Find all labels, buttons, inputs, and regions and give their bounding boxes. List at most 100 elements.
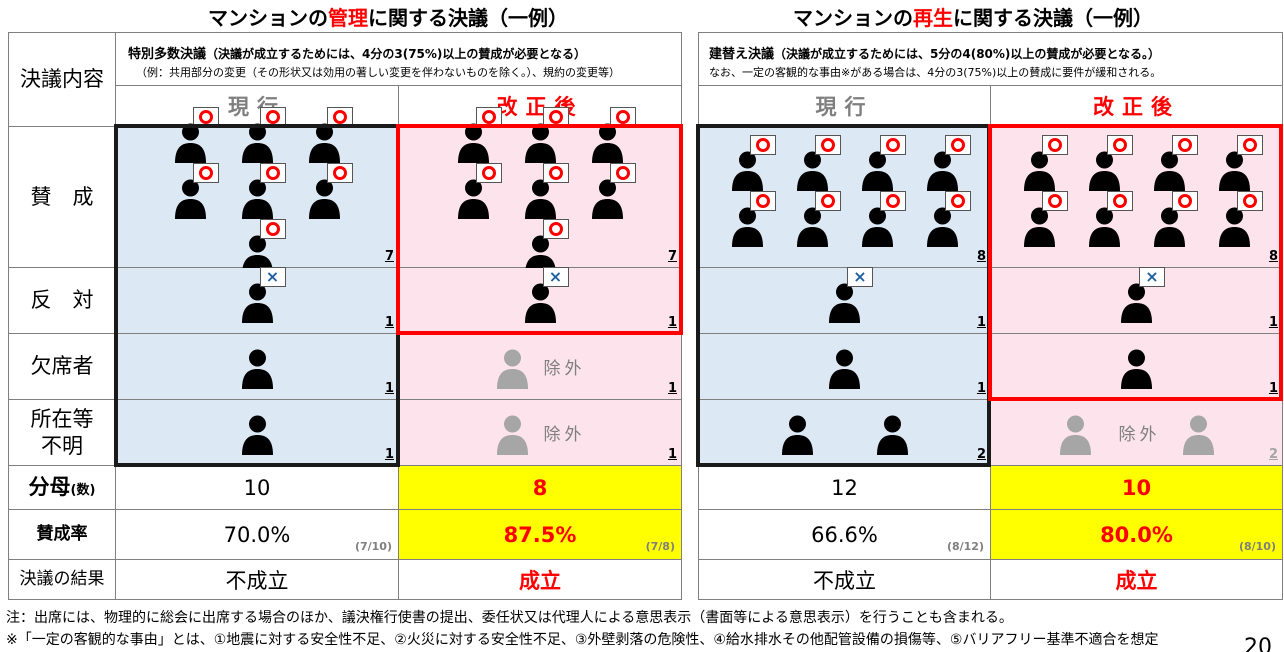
- oppose-cross-icon: ×: [259, 266, 286, 287]
- approve-circle-icon: [542, 163, 569, 183]
- circle-mark: [1047, 194, 1062, 208]
- circle-mark: [1047, 138, 1062, 152]
- approve-circle-icon: [814, 191, 841, 211]
- right-current-absent-cell: 1: [698, 333, 991, 400]
- right-revised-unknown-cell: 除外 2: [990, 399, 1283, 466]
- person-icon: [1217, 191, 1263, 247]
- title-text: マンションの: [793, 6, 913, 30]
- right-current-unknown-cell: 2: [698, 399, 991, 466]
- person-icon: [1119, 345, 1154, 389]
- row-label-result: 決議の結果: [8, 559, 116, 600]
- absent-group: [699, 334, 990, 399]
- approve-group: [991, 127, 1282, 267]
- approve-circle-icon: [814, 135, 841, 155]
- rebuild-resolution-table: 建替え決議（決議が成立するためには、5分の4(80%)以上の賛成が必要となる。）…: [698, 32, 1283, 600]
- approve-circle-icon: [1106, 135, 1133, 155]
- management-resolution-table: 決議内容 特別多数決議（決議が成立するためには、4分の3(75%)以上の賛成が必…: [8, 32, 682, 600]
- absent-group: [116, 334, 398, 399]
- right-current-denominator: 12: [698, 465, 991, 510]
- circle-mark: [1242, 194, 1257, 208]
- row-label-approve: 賛 成: [8, 126, 116, 268]
- approve-count: 7: [667, 249, 677, 264]
- approve-circle-icon: [1236, 135, 1263, 155]
- title-highlight: 再生: [913, 6, 953, 30]
- approve-circle-icon: [879, 135, 906, 155]
- circle-mark: [950, 138, 965, 152]
- row-label-absent: 欠席者: [8, 333, 116, 400]
- resolution-example: （例：共用部分の変更（その形状又は効用の著しい変更を伴わないものを除く。）、規約…: [136, 66, 620, 79]
- left-revised-absent-cell: 除外 1: [398, 333, 682, 400]
- person-icon: [780, 411, 815, 455]
- oppose-cross-icon: ×: [1139, 266, 1165, 287]
- approve-circle-icon: [944, 191, 971, 211]
- left-section-title: マンションの管理に関する決議（一例）: [208, 2, 568, 31]
- approve-circle-icon: [542, 107, 569, 127]
- left-revised-oppose-cell: × 1: [398, 266, 682, 334]
- resolution-condition: （決議が成立するためには、5分の4(80%)以上の賛成が必要となる。）: [774, 47, 1161, 61]
- approve-circle-icon: [609, 107, 636, 127]
- circle-mark: [755, 194, 770, 208]
- circle-mark: [1112, 138, 1127, 152]
- resolution-relaxation-note: なお、一定の客観的な事由※がある場合は、4分の3(75%)以上の賛成に要件が緩和…: [709, 66, 1162, 79]
- person-icon: [495, 345, 530, 389]
- approve-circle-icon: [1171, 191, 1198, 211]
- left-revised-approve-cell: 7: [398, 107, 682, 275]
- row-label-content: 決議内容: [8, 32, 116, 127]
- approve-count: 7: [384, 249, 394, 264]
- col-header-current: 現行: [698, 85, 991, 127]
- person-icon: [1058, 411, 1093, 455]
- oppose-cross-icon: ×: [847, 266, 873, 287]
- unknown-count: 2: [1268, 447, 1278, 462]
- left-current-rate-cell: 70.0% (7/10): [115, 509, 399, 560]
- right-resolution-header: 建替え決議（決議が成立するためには、5分の4(80%)以上の賛成が必要となる。）…: [698, 32, 1283, 86]
- approve-circle-icon: [475, 107, 502, 127]
- circle-mark: [481, 110, 496, 124]
- person-icon: [456, 107, 502, 163]
- person-icon: ×: [1119, 266, 1165, 323]
- left-revised-rate-cell: 87.5% (7/8): [398, 509, 682, 560]
- page-number: 20: [1244, 635, 1272, 652]
- person-icon: [240, 411, 275, 455]
- approve-circle-icon: [542, 219, 569, 239]
- label-text: 分母: [28, 475, 71, 500]
- approve-circle-icon: [1171, 135, 1198, 155]
- person-icon: [730, 191, 776, 247]
- absent-count: 1: [976, 381, 986, 396]
- approve-group: [116, 107, 398, 275]
- person-icon: [495, 411, 530, 455]
- oppose-group: ×: [116, 266, 398, 333]
- excluded-label: 除外: [1118, 425, 1161, 445]
- circle-mark: [198, 166, 213, 180]
- approve-group: [399, 107, 681, 275]
- left-current-unknown-cell: 1: [115, 399, 399, 466]
- resolution-name: 建替え決議: [709, 47, 775, 62]
- person-icon: ×: [523, 266, 569, 323]
- row-label-denominator: 分母(数): [8, 465, 116, 510]
- circle-mark: [548, 222, 563, 236]
- right-revised-oppose-cell: × 1: [990, 266, 1283, 334]
- left-revised-denominator: 8: [398, 465, 682, 510]
- rate-fraction: (8/12): [946, 540, 984, 553]
- rate-value: 80.0%: [1100, 522, 1173, 547]
- approve-count: 8: [1268, 249, 1278, 264]
- left-revised-result: 成立: [398, 559, 682, 600]
- person-icon: [730, 135, 776, 191]
- person-icon: [456, 163, 502, 219]
- approve-circle-icon: [259, 219, 286, 239]
- left-current-oppose-cell: × 1: [115, 266, 399, 334]
- approve-circle-icon: [609, 163, 636, 183]
- person-icon: [827, 345, 862, 389]
- oppose-group: ×: [399, 266, 681, 333]
- circle-mark: [265, 166, 280, 180]
- approve-circle-icon: [1041, 135, 1068, 155]
- circle-mark: [615, 166, 630, 180]
- person-icon: [925, 135, 971, 191]
- unknown-count: 1: [667, 447, 677, 462]
- excluded-label: 除外: [543, 359, 586, 379]
- person-icon: [1181, 411, 1216, 455]
- circle-mark: [332, 166, 347, 180]
- circle-mark: [820, 138, 835, 152]
- absent-group: [991, 334, 1282, 399]
- right-section-title: マンションの再生に関する決議（一例）: [793, 2, 1153, 31]
- person-icon: [1152, 191, 1198, 247]
